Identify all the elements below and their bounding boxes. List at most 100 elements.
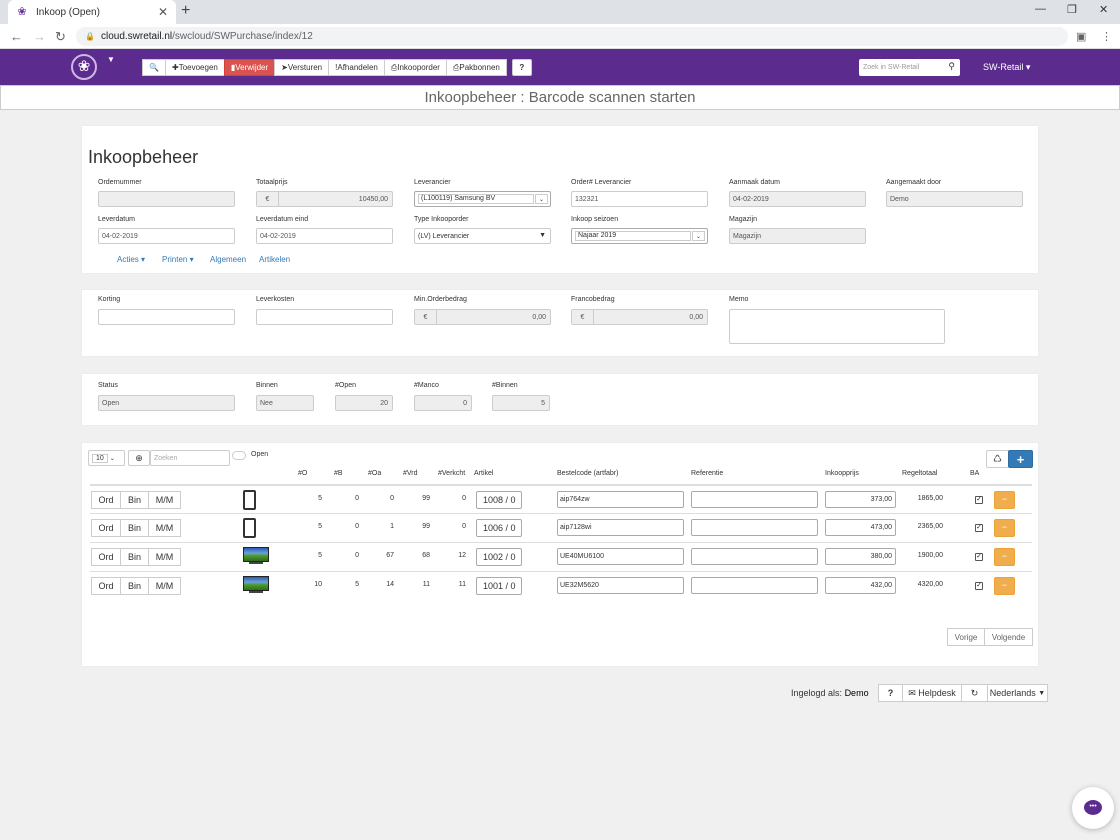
bin-button[interactable]: Bin [120, 577, 149, 595]
algemeen-link[interactable]: Algemeen [210, 255, 247, 264]
artikel-field[interactable]: 1002 / 0 [476, 548, 522, 566]
remove-row-button[interactable]: − [994, 491, 1015, 509]
status-field[interactable]: Open [98, 395, 235, 411]
remove-row-button[interactable]: − [994, 548, 1015, 566]
inkoopprijs-field[interactable]: 380,00 [825, 548, 896, 565]
ord-button[interactable]: Ord [91, 548, 121, 566]
ba-checkbox[interactable]: ✓ [975, 582, 983, 590]
remove-row-button[interactable]: − [994, 519, 1015, 537]
user-menu[interactable]: SW-Retail ▾ [983, 62, 1031, 72]
bin-button[interactable]: Bin [120, 519, 149, 537]
leverkosten-field[interactable] [256, 309, 393, 325]
table-search-input[interactable]: Zoeken [150, 450, 230, 466]
aangemaakt-door-field[interactable]: Demo [886, 191, 1023, 207]
language-select[interactable]: Nederlands ▼ [987, 684, 1048, 702]
francobedrag-field[interactable]: € 0,00 [571, 309, 708, 325]
help-button[interactable]: ? [511, 59, 532, 76]
bestelcode-field[interactable]: UE32M5620 [557, 577, 684, 594]
refresh-prices-button[interactable]: ♺ [986, 450, 1009, 468]
referentie-field[interactable] [691, 548, 818, 565]
add-button[interactable]: ✚ Toevoegen [165, 59, 225, 76]
close-window-icon[interactable]: ✕ [1099, 4, 1109, 16]
footer-refresh-button[interactable]: ↻ [961, 684, 988, 702]
scan-target-button[interactable]: ⊕ [128, 450, 150, 466]
open-toggle[interactable] [232, 451, 246, 460]
leverdatum-eind-field[interactable]: 04-02-2019 [256, 228, 393, 244]
bestelcode-field[interactable]: UE40MU6100 [557, 548, 684, 565]
page-size-select[interactable]: 10 ⌄ [88, 450, 125, 466]
open-count-field[interactable]: 20 [335, 395, 393, 411]
bestelcode-field[interactable]: aip764zw [557, 491, 684, 508]
inkoopprijs-field[interactable]: 473,00 [825, 519, 896, 536]
order-leverancier-field[interactable]: 132321 [571, 191, 708, 207]
mm-button[interactable]: M/M [148, 548, 181, 566]
ord-button[interactable]: Ord [91, 519, 121, 537]
inkoop-seizoen-select[interactable]: Najaar 2019 ⌄ [571, 228, 708, 244]
restore-icon[interactable]: ❐ [1067, 4, 1077, 16]
ord-button[interactable]: Ord [91, 491, 121, 509]
minimize-icon[interactable]: — [1035, 3, 1046, 15]
acties-dropdown[interactable]: Acties ▾ [117, 255, 146, 264]
remove-row-button[interactable]: − [994, 577, 1015, 595]
artikelen-link[interactable]: Artikelen [259, 255, 291, 264]
browser-tab[interactable]: ❀ Inkoop (Open) ✕ [8, 0, 176, 24]
chat-launcher-button[interactable]: ••• [1072, 787, 1114, 829]
footer-help-button[interactable]: ? [878, 684, 903, 702]
back-icon[interactable]: ← [10, 29, 23, 44]
printen-dropdown[interactable]: Printen ▾ [162, 255, 194, 264]
referentie-field[interactable] [691, 519, 818, 536]
helpdesk-button[interactable]: ✉ Helpdesk [902, 684, 962, 702]
artikel-field[interactable]: 1008 / 0 [476, 491, 522, 509]
inkoopprijs-field[interactable]: 373,00 [825, 491, 896, 508]
process-button[interactable]: ! Afhandelen [328, 59, 385, 76]
add-article-button[interactable]: + [1008, 450, 1033, 468]
min-orderbedrag-field[interactable]: € 0,00 [414, 309, 551, 325]
global-search-input[interactable]: Zoek in SW-Retail ⚲ [859, 59, 960, 76]
logo-caret-icon[interactable]: ▼ [107, 55, 115, 64]
extension-icon[interactable]: ▣ [1076, 31, 1087, 43]
aanmaak-datum-field[interactable]: 04-02-2019 [729, 191, 866, 207]
mm-button[interactable]: M/M [148, 491, 181, 509]
bin-button[interactable]: Bin [120, 548, 149, 566]
leverdatum-field[interactable]: 04-02-2019 [98, 228, 235, 244]
app-logo[interactable]: ❀ [71, 54, 97, 80]
leverancier-select[interactable]: (L100119) Samsung BV ⌄ [414, 191, 551, 207]
korting-field[interactable] [98, 309, 235, 325]
ba-checkbox[interactable]: ✓ [975, 553, 983, 561]
browser-menu-icon[interactable]: ⋮ [1101, 31, 1112, 43]
referentie-field[interactable] [691, 491, 818, 508]
bestelcode-field[interactable]: aip7128wi [557, 519, 684, 536]
cell-oa: 67 [386, 552, 394, 559]
totaalprijs-field[interactable]: € 10450,00 [256, 191, 393, 207]
binnen-field[interactable]: Nee [256, 395, 314, 411]
ord-button[interactable]: Ord [91, 577, 121, 595]
packing-slips-button[interactable]: ⎙ Pakbonnen [445, 59, 507, 76]
mm-button[interactable]: M/M [148, 577, 181, 595]
ba-checkbox[interactable]: ✓ [975, 496, 983, 504]
previous-page-button[interactable]: Vorige [947, 628, 985, 646]
manco-count-field[interactable]: 0 [414, 395, 472, 411]
send-button[interactable]: ➤ Versturen [274, 59, 330, 76]
artikel-field[interactable]: 1001 / 0 [476, 577, 522, 595]
url-field[interactable]: 🔒 cloud.swretail.nl/swcloud/SWPurchase/i… [76, 27, 1068, 46]
forward-icon[interactable]: → [33, 29, 46, 44]
magazijn-field[interactable]: Magazijn [729, 228, 866, 244]
referentie-field[interactable] [691, 577, 818, 594]
reload-icon[interactable]: ↻ [55, 29, 66, 44]
delete-button[interactable]: ▮ Verwijder [223, 59, 276, 76]
memo-textarea[interactable] [729, 309, 945, 344]
next-page-button[interactable]: Volgende [984, 628, 1033, 646]
close-tab-icon[interactable]: ✕ [157, 5, 168, 19]
ba-checkbox[interactable]: ✓ [975, 524, 983, 532]
new-tab-icon[interactable]: + [181, 2, 191, 19]
binnen-count-field[interactable]: 5 [492, 395, 550, 411]
mm-button[interactable]: M/M [148, 519, 181, 537]
ordernummer-field[interactable] [98, 191, 235, 207]
type-inkooporder-select[interactable]: (LV) Leverancier ▼ [414, 228, 551, 244]
artikel-field[interactable]: 1006 / 0 [476, 519, 522, 537]
purchase-order-button[interactable]: ⎙ Inkooporder [383, 59, 447, 76]
search-icon[interactable]: ⚲ [948, 61, 955, 71]
bin-button[interactable]: Bin [120, 491, 149, 509]
inkoopprijs-field[interactable]: 432,00 [825, 577, 896, 594]
search-button[interactable]: 🔍 [142, 59, 166, 76]
